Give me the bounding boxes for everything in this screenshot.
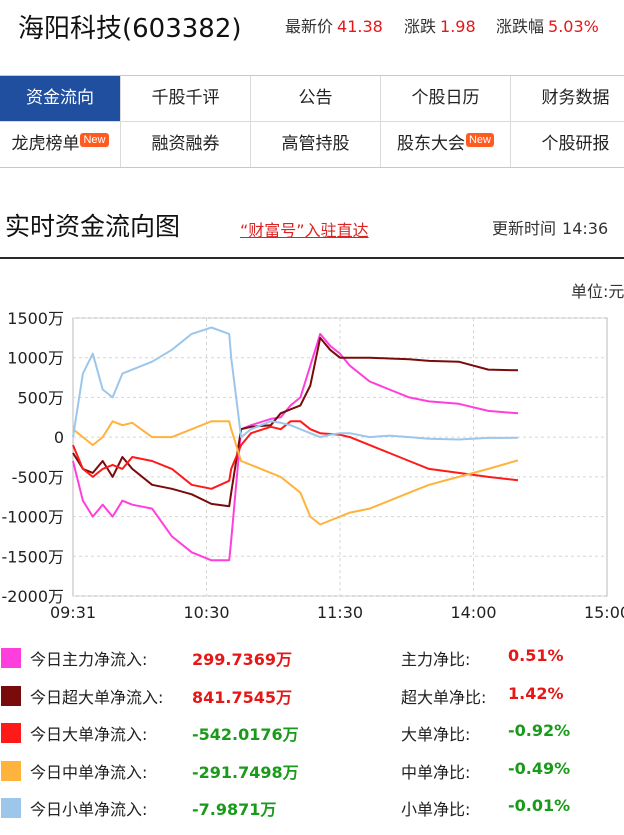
legend-label: 今日小单净流入: <box>30 800 148 819</box>
tab-fund-flow[interactable]: 资金流向 <box>0 76 121 121</box>
new-badge: New <box>80 133 109 147</box>
y-tick-label: -1500万 <box>2 547 65 566</box>
tab-executive-holdings[interactable]: 高管持股 <box>251 122 381 167</box>
y-tick-label: 0 <box>54 428 64 447</box>
y-tick-label: -1000万 <box>2 508 65 527</box>
legend-value: -7.9871万 <box>192 800 277 819</box>
x-tick-label: 11:30 <box>317 603 363 622</box>
tab-dragon-tiger-label: 龙虎榜单 <box>11 134 80 154</box>
y-tick-label: 1000万 <box>7 349 64 368</box>
ratio-value: 1.42% <box>508 683 564 703</box>
series-line-1 <box>72 336 519 508</box>
series-line-4 <box>72 326 519 441</box>
x-tick-label: 14:00 <box>450 603 496 622</box>
tab-announcements[interactable]: 公告 <box>251 76 381 121</box>
price-change-pct-value: 5.03% <box>548 17 599 36</box>
legend-value: 841.7545万 <box>192 687 293 707</box>
ratio-value: -0.92% <box>508 721 571 740</box>
tab-shareholder-meeting-label: 股东大会 <box>396 134 465 154</box>
legend-label: 今日大单净流入: <box>30 725 148 744</box>
price-change-pct: 涨跌幅 5.03% <box>496 13 599 37</box>
stock-nav-tabs: 资金流向 千股千评 公告 个股日历 财务数据 龙虎榜单 New 融资融券 高管持股… <box>0 75 624 168</box>
ratio-label: 大单净比: <box>401 725 471 744</box>
x-tick-label: 10:30 <box>183 603 229 622</box>
price-change-pct-label: 涨跌幅 <box>496 17 545 36</box>
legend-swatch <box>1 798 21 818</box>
legend-row: 今日大单净流入: -542.0176万 大单净比: -0.92% <box>0 715 624 749</box>
ratio-value: -0.49% <box>508 758 571 778</box>
tab-shareholder-meeting[interactable]: 股东大会 New <box>381 122 511 167</box>
latest-price-label: 最新价 <box>285 17 334 36</box>
price-change-label: 涨跌 <box>404 17 437 36</box>
y-tick-label: 500万 <box>17 388 64 407</box>
ratio-value: -0.01% <box>508 796 571 815</box>
series-line-0 <box>72 332 519 562</box>
nav-row-2: 龙虎榜单 New 融资融券 高管持股 股东大会 New 个股研报 <box>0 122 624 167</box>
chart-unit-label: 单位:元 <box>571 282 624 301</box>
update-time: 更新时间 14:36 <box>492 215 608 239</box>
series-line-2 <box>72 420 519 490</box>
legend-swatch <box>1 723 21 743</box>
legend-swatch <box>1 760 21 781</box>
legend-value: -542.0176万 <box>192 725 299 744</box>
latest-price: 最新价 41.38 <box>285 13 383 37</box>
legend-value: -291.7498万 <box>192 762 299 782</box>
nav-row-1: 资金流向 千股千评 公告 个股日历 财务数据 <box>0 76 624 122</box>
update-time-value: 14:36 <box>562 219 609 238</box>
legend-swatch <box>1 648 21 668</box>
ratio-value: 0.51% <box>508 646 564 665</box>
legend-row: 今日超大单净流入: 841.7545万 超大单净比: 1.42% <box>0 678 624 712</box>
section-divider <box>0 257 624 259</box>
legend-label: 今日主力净流入: <box>30 650 148 669</box>
new-badge: New <box>465 133 494 147</box>
tab-stock-calendar[interactable]: 个股日历 <box>381 76 511 121</box>
legend-label: 今日超大单净流入: <box>30 687 164 707</box>
update-time-label: 更新时间 <box>492 219 557 238</box>
fund-flow-chart: 1500万 1000万 500万 0 -500万 -1000万 -1500万 -2000万09… <box>2 309 624 622</box>
x-tick-label: 15:00 <box>584 603 624 622</box>
legend-value: 299.7369万 <box>192 650 293 669</box>
tab-financial-data[interactable]: 财务数据 <box>541 88 610 108</box>
ratio-label: 小单净比: <box>401 800 471 819</box>
ratio-label: 主力净比: <box>401 650 471 669</box>
latest-price-value: 41.38 <box>337 17 383 36</box>
y-tick-label: 1500万 <box>7 309 64 328</box>
tab-margin-trading[interactable]: 融资融券 <box>121 122 251 167</box>
y-tick-label: -500万 <box>12 468 64 487</box>
section-title: 实时资金流向图 <box>5 212 181 241</box>
price-change-value: 1.98 <box>440 17 476 36</box>
series-line-3 <box>72 420 519 526</box>
stock-name: 海阳科技(603382) <box>18 14 242 44</box>
legend-row: 今日主力净流入: 299.7369万 主力净比: 0.51% <box>0 640 624 674</box>
promo-link[interactable]: “财富号”入驻直达 <box>240 221 369 240</box>
ratio-label: 超大单净比: <box>401 687 487 707</box>
legend-swatch <box>1 685 21 706</box>
legend-row: 今日中单净流入: -291.7498万 中单净比: -0.49% <box>0 753 624 787</box>
ratio-label: 中单净比: <box>401 762 471 782</box>
tab-research-reports[interactable]: 个股研报 <box>541 134 610 154</box>
stock-header: 海阳科技(603382) 最新价 41.38 涨跌 1.98 涨跌幅 5.03% <box>0 0 624 50</box>
x-tick-label: 09:31 <box>50 603 96 622</box>
tab-dragon-tiger-list[interactable]: 龙虎榜单 New <box>0 122 121 167</box>
legend-label: 今日中单净流入: <box>30 762 148 782</box>
legend-row: 今日小单净流入: -7.9871万 小单净比: -0.01% <box>0 790 624 824</box>
price-change: 涨跌 1.98 <box>404 13 476 37</box>
tab-stock-review[interactable]: 千股千评 <box>121 76 251 121</box>
y-tick-label: -2000万 <box>2 587 65 606</box>
